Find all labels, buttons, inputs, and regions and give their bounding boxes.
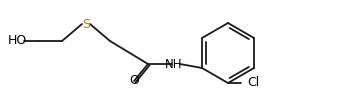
Text: NH: NH bbox=[165, 59, 183, 72]
Text: S: S bbox=[82, 17, 90, 31]
Text: HO: HO bbox=[7, 34, 27, 47]
Text: Cl: Cl bbox=[247, 77, 259, 89]
Text: O: O bbox=[129, 75, 139, 87]
